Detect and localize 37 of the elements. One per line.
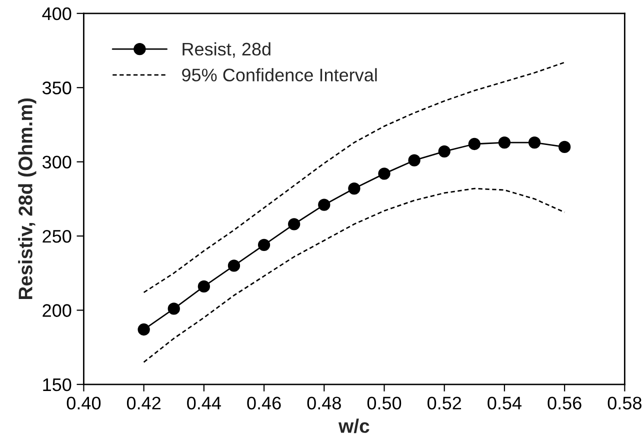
x-tick-label: 0.48	[307, 396, 341, 410]
point	[228, 260, 240, 272]
point	[318, 198, 330, 211]
point	[198, 280, 210, 293]
point	[498, 136, 511, 149]
point	[288, 218, 300, 230]
x-tick-label: 0.54	[488, 396, 522, 410]
x-tick-label: 0.46	[247, 396, 281, 410]
line-series	[143, 62, 566, 294]
x-axis-title: w/c	[338, 418, 370, 434]
point	[378, 168, 390, 180]
x-tick-label: 0.44	[187, 396, 221, 410]
y-tick-label: 300	[42, 156, 72, 169]
point	[168, 302, 180, 315]
line-series	[143, 188, 566, 363]
point	[258, 238, 270, 251]
y-tick-label: 200	[42, 304, 72, 317]
x-tick-label: 0.42	[126, 396, 160, 410]
y-tick-label: 350	[42, 82, 72, 94]
point	[408, 154, 420, 166]
x-tick-label: 0.58	[608, 396, 642, 410]
y-tick-label: 400	[42, 7, 72, 20]
y-tick-label: 250	[42, 230, 72, 243]
point	[438, 145, 450, 158]
x-tick-label: 0.56	[548, 396, 582, 410]
point	[138, 323, 150, 336]
x-tick-label: 0.50	[367, 396, 402, 410]
point	[528, 136, 541, 149]
legend-label: 95% Confidence Interval	[182, 68, 377, 82]
x-tick-label: 0.52	[427, 396, 462, 410]
point	[348, 182, 360, 195]
legend-label: Resist, 28d	[182, 42, 270, 58]
y-axis-title: Resistiv, 28d (Ohm.m)	[18, 98, 36, 300]
x-tick-label: 0.40	[66, 396, 101, 410]
point	[558, 140, 571, 154]
y-tick-label: 150	[43, 378, 72, 392]
point	[468, 138, 480, 150]
